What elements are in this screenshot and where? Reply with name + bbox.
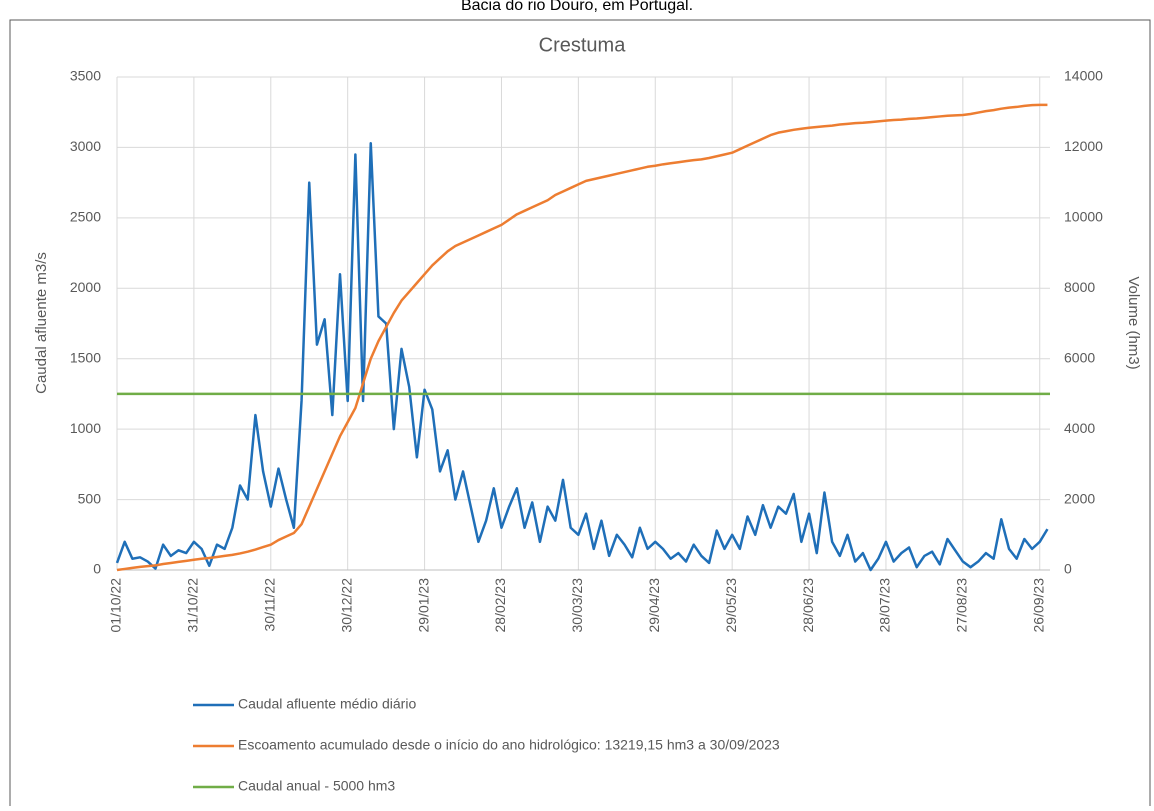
y-tick-label: 1500: [70, 349, 101, 365]
x-tick-label: 29/01/23: [415, 578, 431, 633]
y-tick-label: 3000: [70, 138, 101, 154]
x-tick-label: 28/07/23: [877, 578, 893, 633]
x-tick-label: 28/06/23: [800, 578, 816, 633]
x-tick-label: 28/02/23: [492, 578, 508, 633]
chart-title: Crestuma: [539, 34, 627, 56]
legend-label: Escoamento acumulado desde o início do a…: [238, 737, 780, 753]
x-tick-label: 31/10/22: [185, 578, 201, 633]
data-line: [116, 103, 1048, 572]
y2-tick-label: 8000: [1064, 279, 1095, 295]
y2-tick-label: 10000: [1064, 209, 1103, 225]
y2-tick-label: 0: [1064, 561, 1072, 577]
y2-tick-label: 4000: [1064, 420, 1095, 436]
y2-tick-label: 14000: [1064, 68, 1103, 84]
x-tick-label: 30/12/22: [338, 578, 354, 633]
x-tick-label: 30/11/22: [261, 578, 277, 632]
legend-label: Caudal afluente médio diário: [238, 696, 416, 712]
y-tick-label: 3500: [70, 68, 101, 84]
chart-frame: [9, 19, 1151, 811]
x-tick-label: 29/05/23: [723, 578, 739, 633]
y2-axis-label: Volume (hm3): [1125, 276, 1142, 369]
y2-tick-label: 6000: [1064, 349, 1095, 365]
y-tick-label: 1000: [70, 420, 101, 436]
page-header: Bacia do rio Douro, em Portugal.: [461, 0, 693, 14]
legend-label: Caudal anual - 5000 hm3: [238, 778, 395, 794]
x-tick-label: 27/08/23: [954, 578, 970, 633]
data-line: [115, 141, 1049, 572]
y2-tick-label: 12000: [1064, 138, 1103, 154]
y-tick-label: 0: [93, 561, 101, 577]
x-tick-label: 30/03/23: [569, 578, 585, 633]
x-tick-label: 26/09/23: [1030, 578, 1046, 633]
y-tick-label: 2000: [70, 279, 101, 295]
y-tick-label: 500: [78, 490, 102, 506]
x-tick-label: 29/04/23: [646, 578, 662, 633]
y-tick-label: 2500: [70, 209, 101, 225]
x-tick-label: 01/10/22: [108, 578, 124, 633]
y-axis-label: Caudal afluente m3/s: [33, 252, 50, 394]
y2-tick-label: 2000: [1064, 490, 1095, 506]
